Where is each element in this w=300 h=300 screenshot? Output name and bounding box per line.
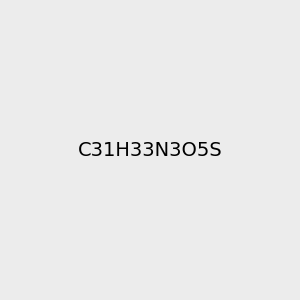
Text: C31H33N3O5S: C31H33N3O5S bbox=[78, 140, 222, 160]
